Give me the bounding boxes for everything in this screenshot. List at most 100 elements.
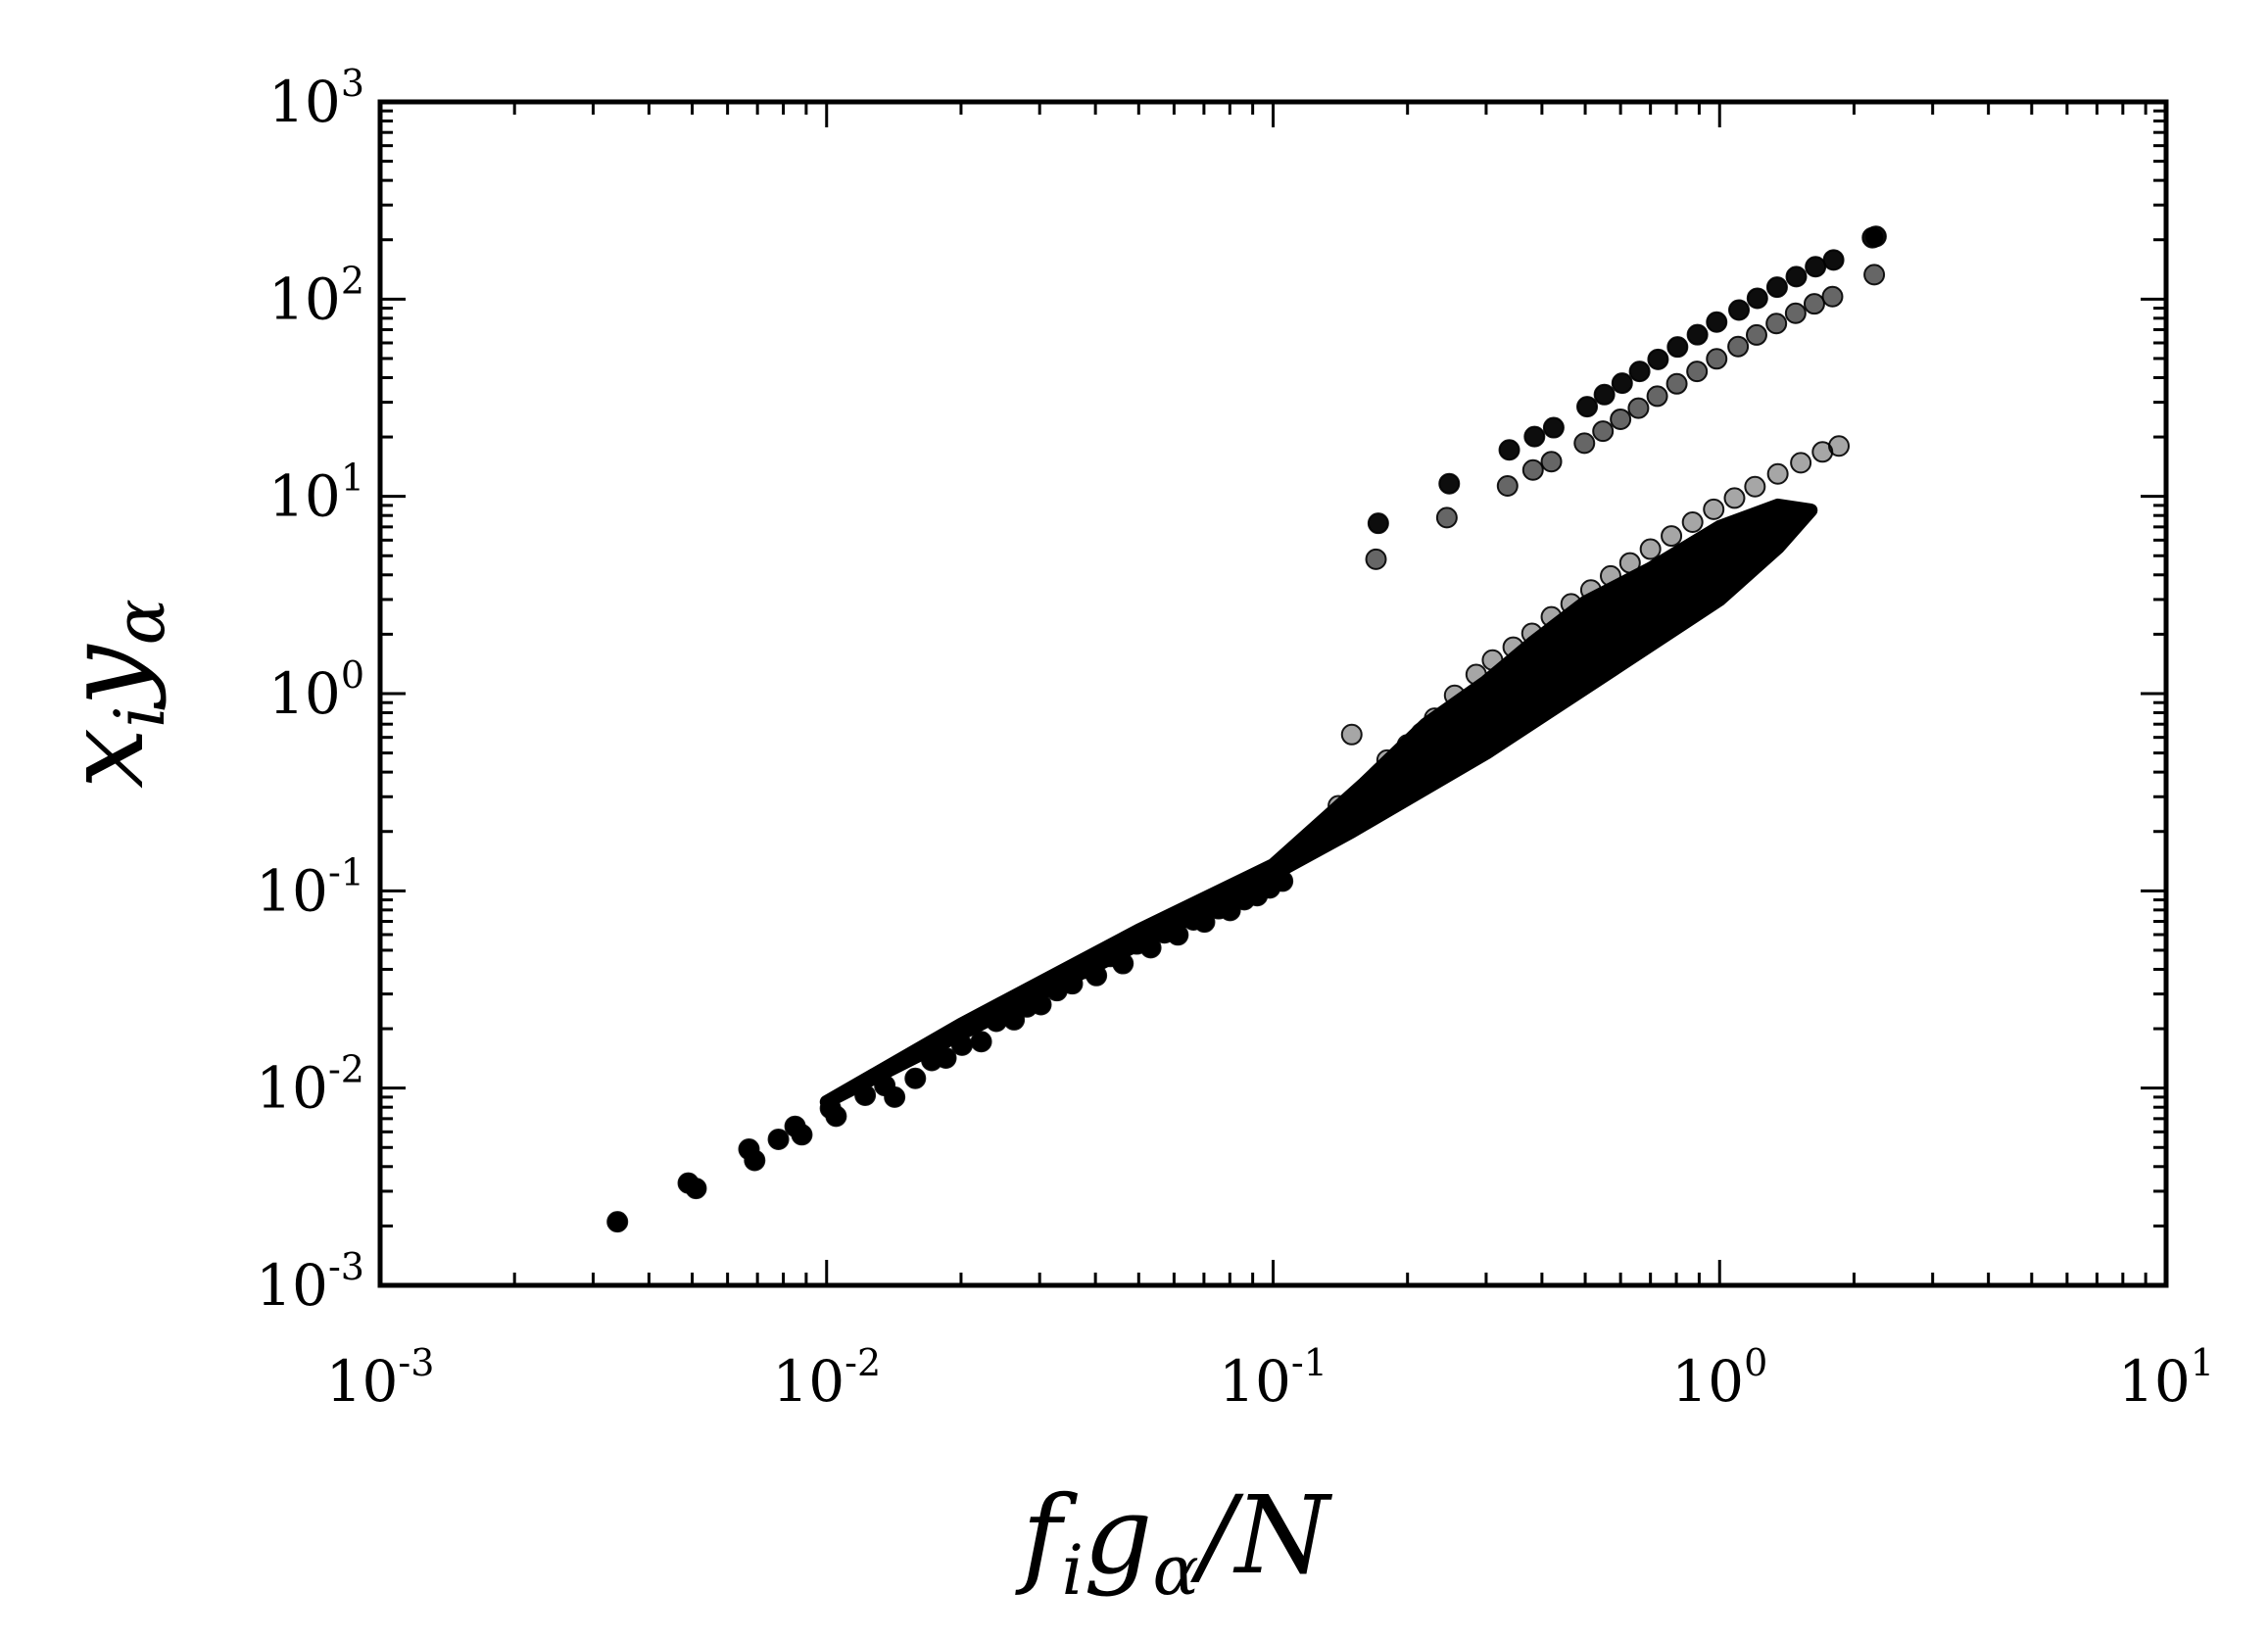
scatter-point: [1661, 525, 1683, 548]
scatter-point: [970, 1031, 992, 1053]
scatter-point: [1167, 924, 1189, 946]
x-axis-label: figα/N: [1015, 1472, 1333, 1611]
scatter-point: [1424, 707, 1446, 730]
scatter-point: [1520, 622, 1543, 645]
scatter-point: [1521, 458, 1544, 481]
scatter-point: [1790, 452, 1812, 474]
x-axis-label-tail: /N: [1190, 1472, 1333, 1598]
scatter-point: [1139, 937, 1162, 959]
scatter-point: [1665, 372, 1688, 395]
scatter-point: [1443, 684, 1466, 706]
scatter-point: [1686, 323, 1709, 346]
scatter-point: [1219, 899, 1241, 922]
scatter-point: [1593, 383, 1616, 406]
scatter-point: [1112, 952, 1134, 975]
x-tick-label: 100: [1671, 1341, 1767, 1415]
x-axis-label-sub-i: i: [1062, 1530, 1084, 1611]
y-axis-label-x: x: [42, 728, 168, 789]
scatter-point: [1706, 311, 1728, 333]
scatter-point: [767, 1128, 790, 1150]
scatter-point: [854, 1084, 877, 1106]
scatter-point: [791, 1124, 813, 1146]
scatter-point: [1540, 451, 1563, 473]
dense-point-cloud: [819, 498, 1818, 1109]
scatter-point: [884, 1085, 906, 1108]
scatter-point: [1864, 225, 1887, 248]
scatter-point: [1272, 870, 1294, 892]
scatter-point: [1523, 425, 1546, 448]
scatter-point: [1438, 472, 1461, 495]
scatter-point: [606, 1211, 629, 1233]
scatter-point: [685, 1178, 707, 1200]
scatter-point: [1411, 722, 1433, 745]
scatter-point: [1592, 420, 1615, 443]
y-tick-label: 10-1: [256, 850, 364, 924]
scatter-point: [1573, 432, 1596, 455]
scatter-point: [1435, 506, 1458, 529]
scatter-point: [1822, 249, 1845, 271]
y-axis-label-y: y: [42, 644, 168, 711]
scatter-point: [1703, 498, 1725, 520]
scatter-point: [1496, 474, 1519, 497]
scatter-point: [1340, 723, 1363, 746]
x-tick-label: 10-1: [1219, 1341, 1327, 1415]
x-tick-label: 10-2: [772, 1341, 881, 1415]
scatter-point: [1030, 993, 1052, 1016]
scatter-point: [1365, 548, 1387, 570]
scatter-point: [1765, 276, 1788, 299]
y-tick-label: 10-2: [256, 1048, 364, 1122]
scatter-point: [825, 1105, 847, 1128]
scatter-point: [1639, 538, 1662, 560]
x-axis-label-sub-alpha: α: [1152, 1530, 1198, 1611]
scatter-point: [1401, 739, 1424, 761]
scatter-point: [1646, 385, 1668, 408]
scatter-point: [1610, 408, 1632, 430]
y-tick-label: 10-3: [256, 1245, 364, 1319]
scatter-point: [1828, 435, 1851, 458]
scatter-point: [1061, 973, 1084, 995]
scatter-point: [1327, 795, 1350, 817]
scatter-point: [1821, 285, 1844, 308]
x-axis-label-g: g: [1084, 1472, 1152, 1598]
scatter-point: [1686, 361, 1709, 383]
y-axis-label-sub-i: i: [100, 706, 180, 728]
scatter-point: [1540, 605, 1563, 628]
scatter-point: [1784, 302, 1807, 324]
scatter-point: [1766, 462, 1789, 485]
scatter-point: [935, 1047, 957, 1070]
scatter-point: [1560, 593, 1582, 615]
y-axis-label-sub-alpha: α: [100, 599, 180, 645]
scatter-point: [1628, 361, 1651, 383]
scatter-point: [1371, 765, 1393, 788]
y-tick-label: 101: [268, 457, 364, 530]
scatter-point: [1618, 552, 1641, 574]
scatter-point: [1744, 475, 1766, 498]
scatter-point: [1727, 335, 1750, 358]
x-tick-label: 10-3: [326, 1341, 435, 1415]
scatter-point: [1579, 579, 1602, 602]
scatter-point: [1681, 510, 1704, 533]
scatter-point: [1086, 964, 1108, 987]
scatter-point: [1706, 348, 1728, 370]
scatter-point: [1765, 313, 1788, 335]
scatter-point: [1502, 636, 1524, 658]
scatter-point: [1745, 323, 1767, 346]
axis-ticks: [378, 100, 2168, 1287]
y-tick-label: 102: [268, 259, 364, 332]
scatter-point: [1353, 780, 1375, 802]
scatter-point: [1498, 439, 1520, 461]
scatter-point: [1481, 649, 1504, 671]
scatter-point: [1193, 911, 1216, 934]
y-tick-label: 103: [268, 62, 364, 135]
scatter-point: [1863, 264, 1886, 286]
scatter-point: [1367, 512, 1389, 535]
scatter-point: [1805, 256, 1827, 278]
scatter-point: [1611, 372, 1633, 395]
scatter-point: [1542, 416, 1565, 439]
scatter-point: [1576, 396, 1599, 418]
y-axis-label: xiyα: [42, 599, 180, 789]
scatter-point: [1627, 397, 1650, 419]
plot-frame: [377, 99, 2169, 1288]
scatter-point: [1785, 265, 1808, 288]
